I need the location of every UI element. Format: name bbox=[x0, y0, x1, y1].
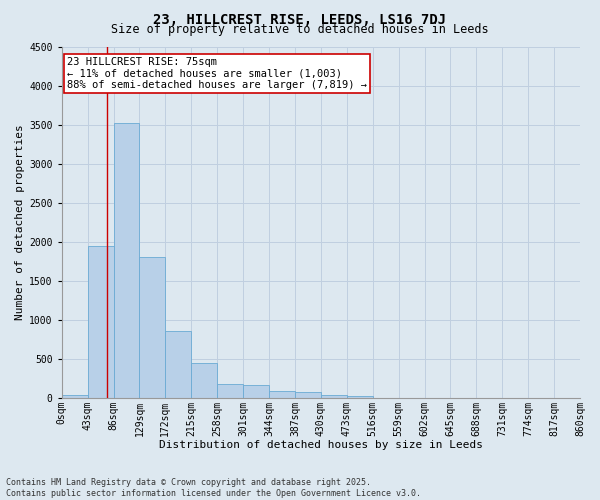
Bar bbox=[62, 396, 88, 398]
Y-axis label: Number of detached properties: Number of detached properties bbox=[15, 124, 25, 320]
Text: Contains HM Land Registry data © Crown copyright and database right 2025.
Contai: Contains HM Land Registry data © Crown c… bbox=[6, 478, 421, 498]
Text: 23 HILLCREST RISE: 75sqm
← 11% of detached houses are smaller (1,003)
88% of sem: 23 HILLCREST RISE: 75sqm ← 11% of detach… bbox=[67, 57, 367, 90]
X-axis label: Distribution of detached houses by size in Leeds: Distribution of detached houses by size … bbox=[159, 440, 483, 450]
Bar bbox=[269, 391, 295, 398]
Bar bbox=[217, 384, 243, 398]
Bar bbox=[321, 394, 347, 398]
Bar bbox=[295, 392, 321, 398]
Bar bbox=[191, 364, 217, 398]
Text: Size of property relative to detached houses in Leeds: Size of property relative to detached ho… bbox=[111, 22, 489, 36]
Text: 23, HILLCREST RISE, LEEDS, LS16 7DJ: 23, HILLCREST RISE, LEEDS, LS16 7DJ bbox=[154, 12, 446, 26]
Bar bbox=[88, 246, 113, 398]
Bar bbox=[347, 396, 373, 398]
Bar bbox=[243, 384, 269, 398]
Bar bbox=[139, 258, 166, 398]
Bar bbox=[113, 123, 139, 398]
Bar bbox=[166, 332, 191, 398]
